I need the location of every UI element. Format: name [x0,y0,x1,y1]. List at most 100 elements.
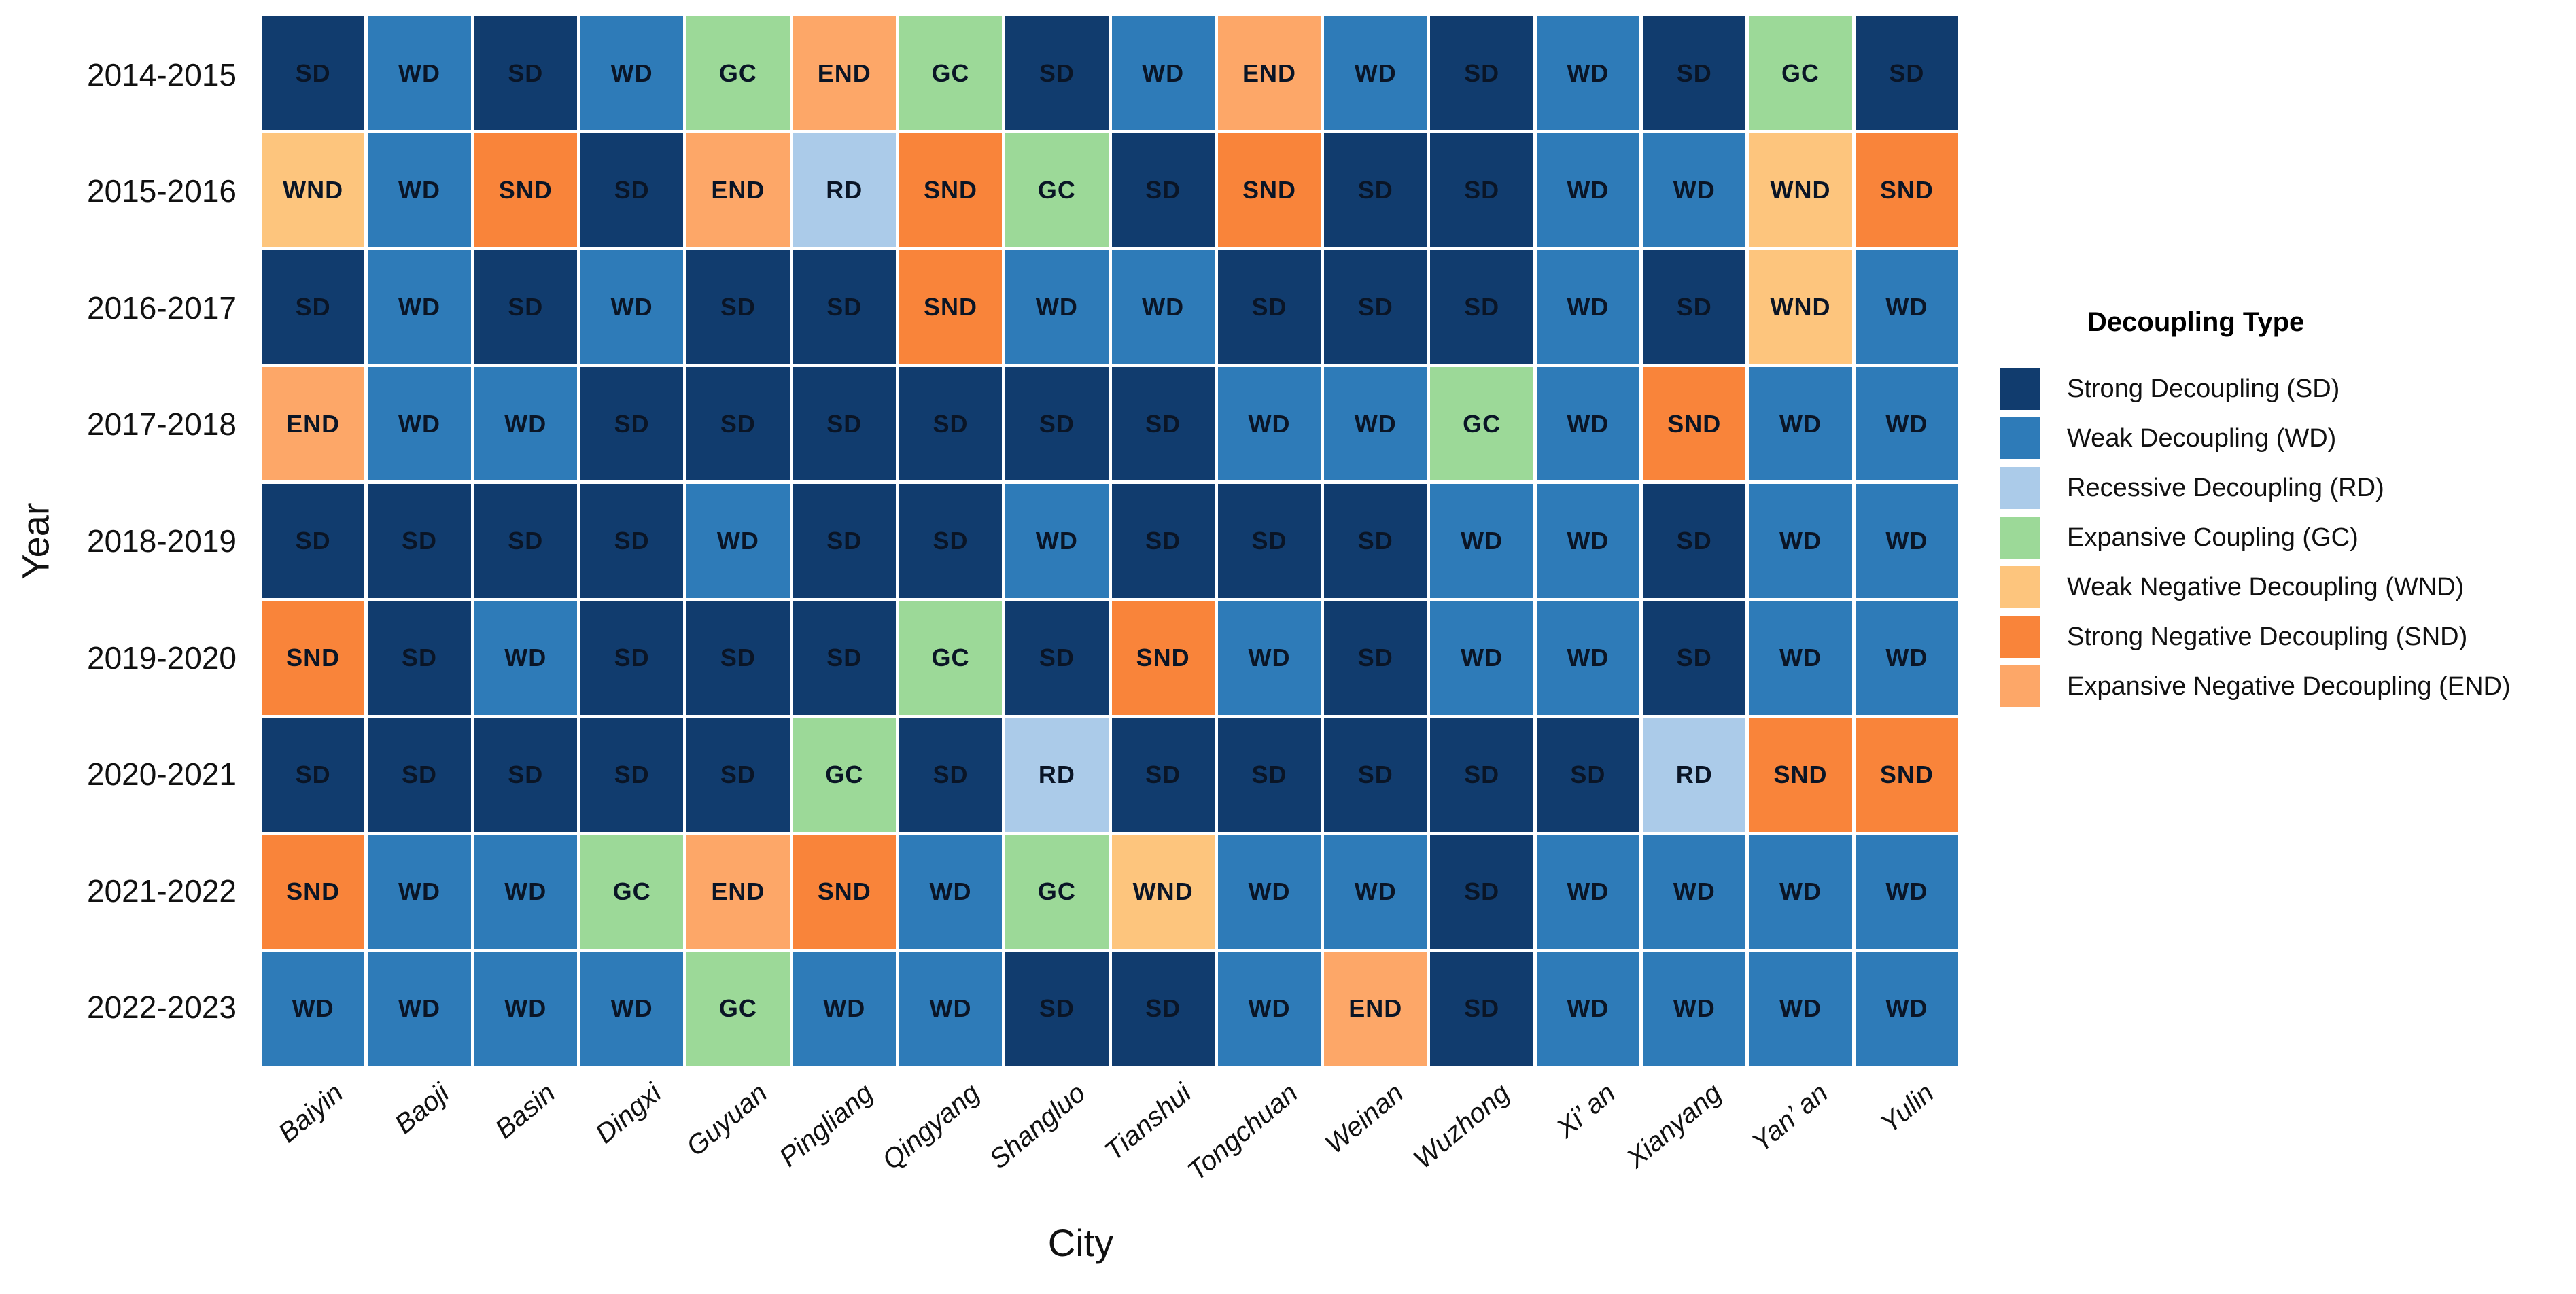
heatmap-cell: SD [793,484,896,598]
heatmap-cell: WND [1749,133,1852,247]
heatmap-cell: WD [1536,16,1640,130]
heatmap-cell: WD [1643,835,1746,949]
heatmap-cell: WD [1324,835,1427,949]
heatmap-cell: WD [1855,250,1958,364]
heatmap-cell: GC [580,835,684,949]
heatmap-cell: SD [1643,16,1746,130]
x-tick-label: Baoji [389,1078,455,1140]
heatmap-cell: SD [1643,484,1746,598]
heatmap-cell: WND [1111,835,1215,949]
heatmap-cell: GC [899,601,1003,715]
legend-item: Expansive Coupling (GC) [2000,517,2511,559]
heatmap-cell: WD [1217,601,1321,715]
legend-title: Decoupling Type [2087,307,2305,337]
heatmap-cell: WD [1111,16,1215,130]
y-tick-label: 2018-2019 [87,523,237,559]
heatmap-cell: SD [368,718,471,832]
heatmap-cell: SD [1324,601,1427,715]
heatmap-cell: SD [1430,16,1533,130]
heatmap-cell: WD [474,601,577,715]
x-axis-title: City [1047,1221,1114,1264]
heatmap-cell: GC [1749,16,1852,130]
heatmap-cell: SND [1855,718,1958,832]
heatmap-cell: WD [1005,484,1109,598]
heatmap-cell: GC [686,16,790,130]
heatmap-cell: WD [1643,951,1746,1066]
heatmap-cell: SD [1324,484,1427,598]
heatmap-cell: SD [368,601,471,715]
heatmap-cell: SD [899,367,1003,481]
heatmap-cell: SD [686,250,790,364]
heatmap-cell: WND [1749,250,1852,364]
heatmap-cell: SD [580,367,684,481]
heatmap-cell: SD [1324,133,1427,247]
heatmap-cell: WD [1749,835,1852,949]
heatmap-cell: SD [1111,133,1215,247]
heatmap-cell: WD [368,367,471,481]
legend-swatch [2000,368,2040,410]
heatmap-cell: SD [262,718,365,832]
heatmap-cell: SD [1111,951,1215,1066]
heatmap-cell: SD [1217,718,1321,832]
heatmap-cell: SD [1324,250,1427,364]
legend-swatch [2000,517,2040,559]
heatmap-cell: SD [474,250,577,364]
heatmap-cell: WD [1217,951,1321,1066]
heatmap-cell: SD [1217,250,1321,364]
heatmap-cell: WD [686,484,790,598]
heatmap-cell: END [1324,951,1427,1066]
heatmap-cell: GC [899,16,1003,130]
x-tick-label: Dingxi [589,1078,667,1150]
heatmap-cell: SND [1111,601,1215,715]
heatmap-cell: SD [1005,601,1109,715]
heatmap-cell: SD [1005,367,1109,481]
heatmap-cell: WD [1855,484,1958,598]
heatmap-cell: SD [1855,16,1958,130]
heatmap-cell: WD [1536,250,1640,364]
heatmap-cell: SD [899,484,1003,598]
heatmap-cell: WD [474,367,577,481]
heatmap-cell: SND [899,133,1003,247]
heatmap-cell: GC [1005,835,1109,949]
x-tick-label: Guyuan [680,1078,773,1162]
heatmap-cell: SD [474,16,577,130]
legend-label: Weak Decoupling (WD) [2067,423,2337,453]
heatmap-cell: SD [474,718,577,832]
heatmap-cell: SND [793,835,896,949]
heatmap-cell: SD [899,718,1003,832]
heatmap-cell: SD [686,367,790,481]
legend: Decoupling Type Strong Decoupling (SD) We… [2000,307,2511,715]
heatmap-cell: SND [474,133,577,247]
heatmap-cell: WD [1536,835,1640,949]
legend-item: Weak Decoupling (WD) [2000,417,2511,459]
legend-item: Strong Negative Decoupling (SND) [2000,616,2511,658]
heatmap-cell: WD [368,16,471,130]
legend-label: Weak Negative Decoupling (WND) [2067,572,2465,601]
x-tick-label: Xianyang [1621,1078,1728,1174]
heatmap-cell: WD [1749,601,1852,715]
heatmap-cell: SD [262,484,365,598]
heatmap-cell: SD [474,484,577,598]
heatmap-cell: SD [580,601,684,715]
heatmap-cell: END [686,835,790,949]
heatmap-cell: SD [1005,951,1109,1066]
heatmap-cell: WD [580,250,684,364]
x-tick-label: Basin [489,1078,561,1145]
heatmap-cell: GC [1430,367,1533,481]
y-tick-label: 2020-2021 [87,756,237,792]
heatmap-cell: WD [1111,250,1215,364]
heatmap-cell: SD [1111,718,1215,832]
heatmap-cell: SND [1643,367,1746,481]
heatmap-grid: SD WD SD WD GC END GC SD WD END WD SD WD SD GC SD WND WD S… [262,16,1958,1066]
heatmap-cell: SD [580,133,684,247]
x-tick-label: Weinan [1319,1078,1410,1160]
heatmap-cell: RD [1005,718,1109,832]
heatmap-cell: SD [1111,367,1215,481]
y-tick-label: 2014-2015 [87,56,237,92]
heatmap-cell: SD [1430,133,1533,247]
x-tick-label: Pingliang [773,1078,880,1173]
heatmap-cell: WD [1643,133,1746,247]
legend-item: Weak Negative Decoupling (WND) [2000,566,2511,608]
heatmap-cell: SD [1643,250,1746,364]
